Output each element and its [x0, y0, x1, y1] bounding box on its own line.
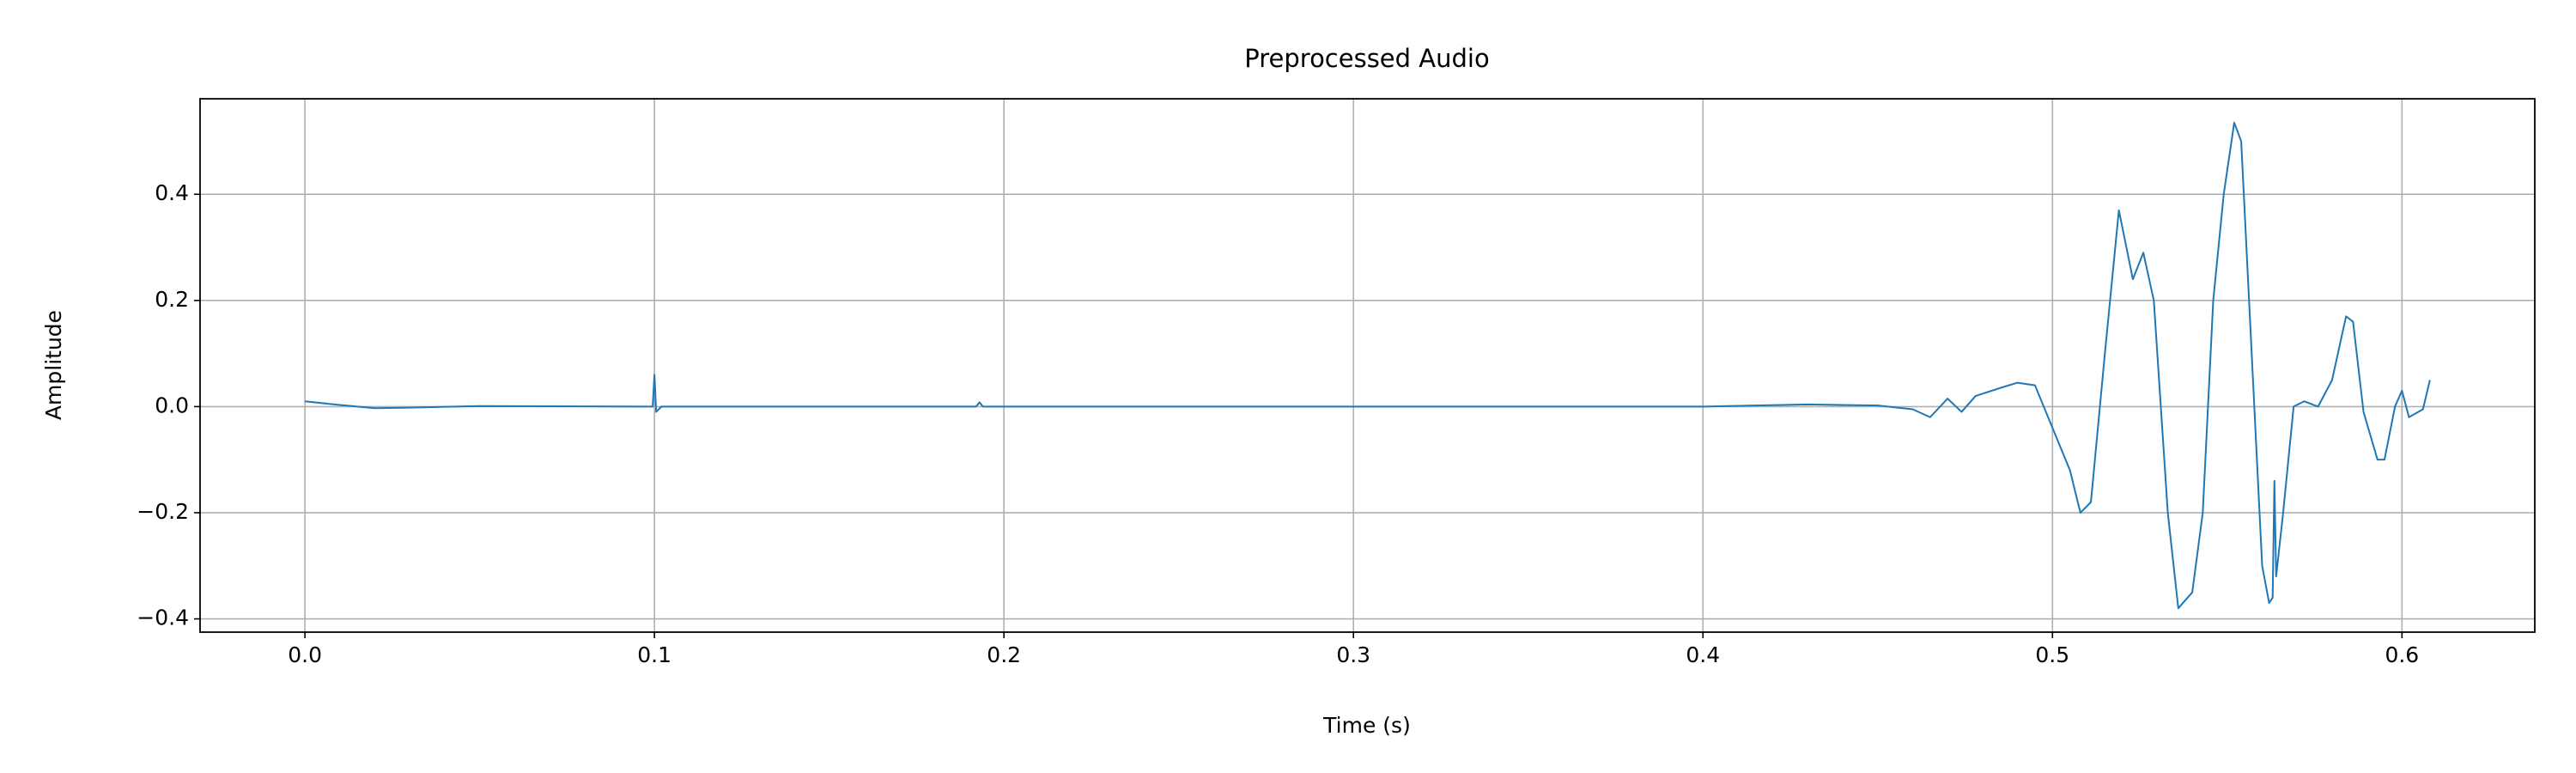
- x-tick-label: 0.0: [288, 642, 322, 667]
- y-tick-label: 0.0: [155, 393, 189, 417]
- y-tick-label: 0.2: [155, 287, 189, 312]
- x-tick-label: 0.5: [2035, 642, 2069, 667]
- x-axis-label: Time (s): [1322, 713, 1411, 738]
- x-tick-label: 0.1: [637, 642, 671, 667]
- x-tick-label: 0.6: [2385, 642, 2419, 667]
- y-tick-label: −0.2: [137, 499, 189, 524]
- x-tick-label: 0.2: [987, 642, 1021, 667]
- chart-title: Preprocessed Audio: [1244, 44, 1489, 73]
- y-tick-label: −0.4: [137, 606, 189, 630]
- waveform-line: [305, 121, 2431, 610]
- y-axis-label: Amplitude: [41, 310, 66, 420]
- plot-frame: [199, 98, 2536, 633]
- x-tick-label: 0.3: [1336, 642, 1370, 667]
- y-tick-label: 0.4: [155, 180, 189, 205]
- x-tick-label: 0.4: [1686, 642, 1720, 667]
